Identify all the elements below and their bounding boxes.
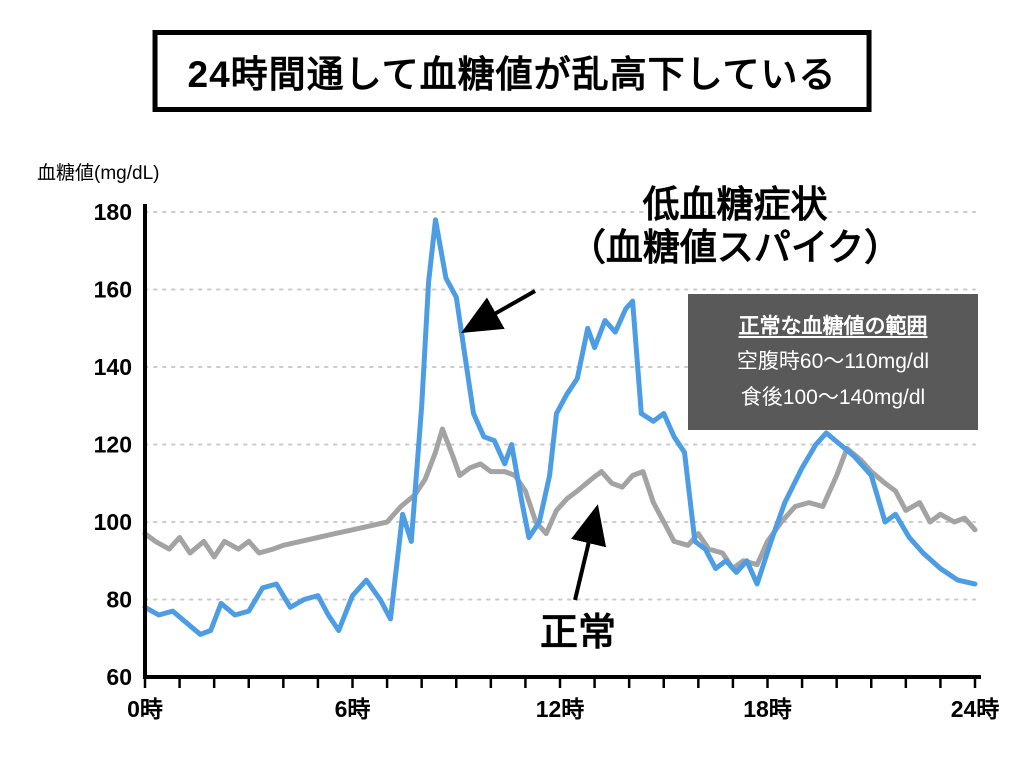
svg-text:12時: 12時 [536, 696, 585, 722]
normal-range-title: 正常な血糖値の範囲 [738, 315, 928, 338]
svg-text:80: 80 [106, 587, 132, 613]
page-title: 24時間通して血糖値が乱高下している [152, 30, 872, 112]
svg-text:180: 180 [94, 199, 132, 225]
svg-text:60: 60 [106, 664, 132, 690]
svg-text:140: 140 [94, 354, 132, 380]
spike-annotation-line2: （血糖値スパイク） [568, 226, 902, 268]
svg-text:0時: 0時 [127, 696, 163, 722]
normal-range-box: 正常な血糖値の範囲 空腹時60〜110mg/dl 食後100〜140mg/dl [688, 294, 978, 430]
y-axis-label: 血糖値(mg/dL) [37, 163, 160, 184]
svg-text:120: 120 [94, 432, 132, 458]
spike-annotation: 低血糖症状 （血糖値スパイク） [505, 184, 965, 270]
page-title-text: 24時間通して血糖値が乱高下している [187, 54, 837, 95]
normal-range-fasting: 空腹時60〜110mg/dl [736, 350, 930, 374]
spike-annotation-line1: 低血糖症状 [642, 184, 828, 225]
svg-text:100: 100 [94, 509, 132, 535]
svg-text:18時: 18時 [743, 696, 792, 722]
normal-range-postmeal: 食後100〜140mg/dl [740, 385, 926, 409]
svg-text:24時: 24時 [951, 696, 1000, 722]
normal-annotation: 正常 [540, 612, 617, 654]
svg-text:160: 160 [94, 277, 132, 303]
svg-text:6時: 6時 [335, 696, 371, 722]
